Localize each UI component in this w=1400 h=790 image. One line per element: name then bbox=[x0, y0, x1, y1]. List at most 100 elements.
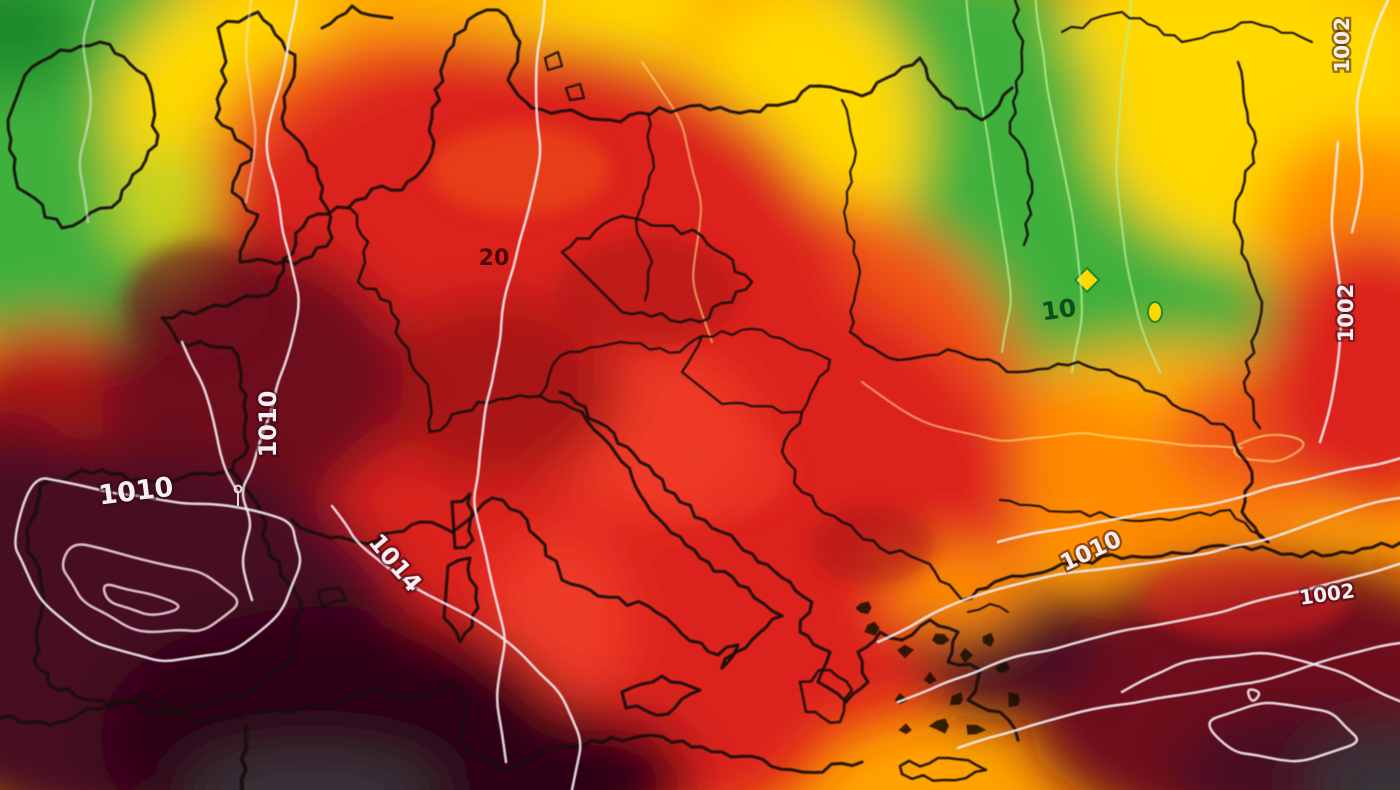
island-outline bbox=[928, 718, 950, 734]
border-path bbox=[0, 680, 864, 774]
isobar-line bbox=[1120, 651, 1400, 703]
temp-blob bbox=[180, 748, 444, 790]
yellow-oval-patch bbox=[1147, 301, 1163, 323]
border-path bbox=[6, 40, 160, 230]
map-label-temp-cool: 10 bbox=[1040, 293, 1078, 327]
border-path bbox=[1060, 10, 1314, 44]
island-outline bbox=[1008, 692, 1020, 708]
island-outline bbox=[966, 724, 987, 735]
border-path bbox=[450, 496, 740, 670]
isobar-line bbox=[78, 0, 96, 224]
border-path bbox=[620, 674, 702, 717]
border-path bbox=[580, 410, 784, 670]
isobar-line bbox=[1350, 0, 1390, 234]
border-path bbox=[290, 518, 454, 546]
border-path bbox=[967, 603, 1009, 613]
border-path bbox=[160, 205, 350, 472]
border-path bbox=[348, 206, 433, 434]
temp-blob-detail bbox=[810, 505, 934, 585]
border-path bbox=[798, 668, 854, 725]
isobar-line bbox=[1208, 701, 1359, 763]
border-path bbox=[1232, 60, 1264, 430]
isobar-line bbox=[876, 496, 1400, 644]
temp-blob bbox=[1065, 0, 1305, 98]
map-label-isobar: 1002 bbox=[1330, 17, 1354, 73]
isobar-line bbox=[1318, 140, 1343, 444]
isotherm-line bbox=[965, 0, 1012, 354]
border-path bbox=[960, 541, 1400, 602]
temp-blob bbox=[1303, 730, 1400, 790]
isotherm-line bbox=[860, 380, 1244, 450]
temp-blob-detail bbox=[628, 424, 792, 520]
isobar-line bbox=[330, 504, 582, 790]
border-path bbox=[840, 98, 862, 334]
isobar-line bbox=[14, 477, 302, 663]
border-path bbox=[634, 112, 656, 302]
island-outline bbox=[898, 723, 912, 735]
isobar-line bbox=[244, 0, 257, 204]
isobar-line bbox=[241, 0, 300, 602]
temp-blob bbox=[0, 0, 85, 90]
border-path bbox=[558, 390, 792, 584]
isobar-line bbox=[996, 457, 1400, 544]
isobar-line bbox=[896, 562, 1400, 704]
island-outline bbox=[855, 601, 872, 615]
island-outline bbox=[932, 633, 950, 645]
border-path bbox=[214, 10, 334, 266]
border-path bbox=[564, 82, 586, 102]
isotherm-line bbox=[640, 60, 714, 344]
temp-blob bbox=[1260, 0, 1400, 104]
small-warm-patches bbox=[1073, 266, 1163, 323]
border-path bbox=[346, 116, 436, 210]
border-path bbox=[428, 394, 584, 434]
border-path bbox=[543, 50, 564, 72]
island-outline bbox=[923, 671, 937, 685]
island-outline bbox=[982, 632, 995, 648]
map-label-temp-warm: 20 bbox=[479, 246, 510, 271]
border-path bbox=[320, 4, 394, 30]
temp-blob bbox=[376, 298, 620, 482]
isobar-line bbox=[472, 0, 546, 764]
border-path bbox=[538, 334, 704, 398]
island-outline bbox=[897, 644, 914, 659]
border-path bbox=[680, 327, 832, 414]
border-path bbox=[316, 586, 348, 608]
isobar-line bbox=[61, 543, 239, 634]
map-label-isobar: 1010 bbox=[254, 391, 282, 458]
temp-blob-detail bbox=[126, 244, 270, 360]
border-path bbox=[1230, 430, 1270, 544]
isotherm-line bbox=[1115, 0, 1162, 374]
border-path bbox=[560, 214, 754, 324]
isobar-lines bbox=[14, 0, 1400, 790]
temp-blob bbox=[0, 438, 224, 702]
map-label-isobar: 1002 bbox=[1334, 284, 1358, 342]
border-path bbox=[900, 618, 1020, 742]
isotherm-lines bbox=[640, 0, 1305, 463]
isotherm-line bbox=[1233, 433, 1305, 463]
border-path bbox=[898, 756, 988, 783]
isotherm-line bbox=[1034, 0, 1084, 374]
island-outline bbox=[995, 661, 1010, 673]
border-path bbox=[430, 8, 534, 120]
isobar-line bbox=[1246, 688, 1261, 702]
border-path bbox=[848, 330, 1234, 434]
isobar-line bbox=[180, 340, 239, 493]
isobar-line bbox=[102, 583, 180, 616]
border-path bbox=[450, 492, 475, 550]
station-marker-icon bbox=[233, 484, 243, 506]
isobar-line bbox=[956, 641, 1400, 750]
border-path bbox=[788, 580, 904, 704]
border-path bbox=[998, 498, 1270, 544]
island-outline bbox=[959, 647, 973, 664]
temp-blob-detail bbox=[430, 125, 610, 215]
border-path bbox=[530, 56, 1014, 124]
island-outline bbox=[949, 692, 964, 706]
border-path bbox=[442, 556, 480, 644]
border-path bbox=[25, 468, 303, 714]
border-path bbox=[780, 410, 964, 602]
island-outline bbox=[864, 621, 880, 636]
